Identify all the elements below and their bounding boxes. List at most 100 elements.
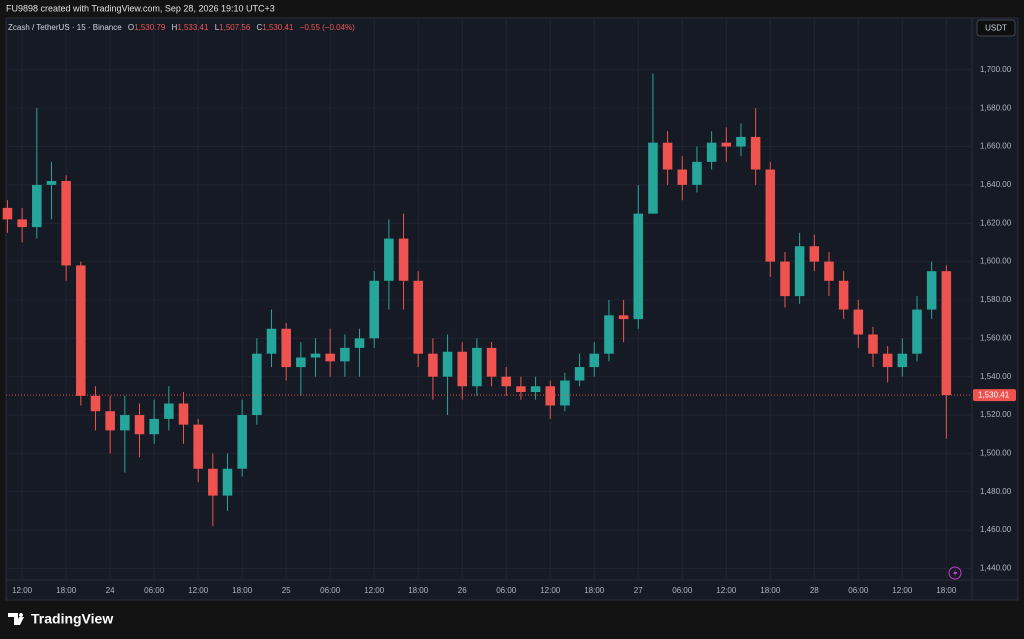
x-tick-label: 12:00: [892, 586, 913, 595]
candle-body: [662, 142, 673, 170]
x-tick-label: 12:00: [716, 586, 737, 595]
candle-body: [838, 280, 849, 310]
x-tick-label: 06:00: [144, 586, 165, 595]
alert-icon-circle[interactable]: [948, 566, 962, 580]
candle-body: [413, 280, 423, 354]
candle-body: [296, 357, 306, 368]
candle-body: [736, 136, 746, 147]
candle-body: [706, 142, 717, 162]
x-tick-label: 18:00: [56, 586, 77, 595]
y-tick-label: 1,500.00: [980, 449, 1012, 458]
y-tick-label: 1,580.00: [980, 295, 1012, 304]
x-tick-label: 27: [634, 586, 643, 595]
candle-body: [809, 246, 820, 262]
candle-body: [516, 386, 526, 393]
candle-body: [897, 353, 908, 368]
y-tick-label: 1,640.00: [980, 180, 1012, 189]
legend-h-label: H: [172, 23, 178, 32]
brand-logo[interactable]: [8, 613, 24, 625]
legend-symbol: Zcash / TetherUS · 15 · Binance: [8, 23, 122, 32]
candle-body: [369, 280, 379, 339]
candle-body: [76, 265, 86, 396]
brand[interactable]: TradingView: [8, 611, 113, 627]
alert-icon-bolt[interactable]: [953, 569, 958, 578]
x-tick-label: 18:00: [936, 586, 957, 595]
candle-body: [574, 367, 585, 381]
candle-body: [354, 338, 365, 348]
x-tick-label: 12:00: [540, 586, 561, 595]
candle-body: [589, 353, 600, 368]
y-tick-label: 1,460.00: [980, 525, 1012, 534]
candle-body: [750, 136, 761, 170]
y-tick-label: 1,620.00: [980, 218, 1012, 227]
legend-o-label: O: [128, 23, 134, 32]
y-tick-label: 1,680.00: [980, 103, 1012, 112]
currency-label[interactable]: USDT: [985, 24, 1007, 33]
candle-body: [428, 353, 438, 377]
candle-body: [721, 142, 732, 147]
caption: FU9898 created with TradingView.com, Sep…: [6, 3, 275, 13]
legend-l-label: L: [215, 23, 220, 32]
candle-body: [560, 380, 570, 406]
legend-low: 1,507.56: [219, 23, 251, 32]
candle-body: [486, 347, 497, 377]
x-tick-label: 24: [106, 586, 115, 595]
candle-body: [384, 238, 394, 281]
legend-high: 1,533.41: [177, 23, 209, 32]
candle-body: [149, 418, 159, 435]
x-tick-label: 26: [458, 586, 467, 595]
candle-body: [340, 347, 350, 362]
x-tick-label: 18:00: [760, 586, 781, 595]
candle-body: [868, 334, 878, 354]
candle-body: [266, 328, 277, 354]
candle-body: [178, 403, 189, 425]
legend-change: −0.55 (−0.04%): [300, 23, 355, 32]
candle-body: [633, 213, 644, 320]
legend-open: 1,530.79: [134, 23, 166, 32]
x-tick-label: 12:00: [188, 586, 209, 595]
last-price-label: 1,530.41: [978, 391, 1010, 400]
x-tick-label: 12:00: [364, 586, 385, 595]
candle-body: [105, 411, 115, 431]
x-tick-label: 28: [810, 586, 819, 595]
candle-body: [765, 169, 776, 262]
x-tick-label: 06:00: [848, 586, 869, 595]
candle-body: [648, 142, 658, 214]
candle-body: [794, 246, 805, 297]
currency-button-box[interactable]: [976, 19, 1016, 37]
candle-body: [193, 424, 203, 469]
legend-close: 1,530.41: [262, 23, 294, 32]
candle-body: [61, 181, 71, 266]
candle-body: [32, 184, 42, 228]
candle-body: [442, 351, 453, 377]
alert-icon[interactable]: [948, 566, 962, 580]
y-tick-label: 1,660.00: [980, 142, 1012, 151]
y-tick-label: 1,480.00: [980, 487, 1012, 496]
candle-body: [545, 386, 556, 406]
candle-body: [780, 261, 790, 297]
candle-body: [457, 351, 467, 387]
y-tick-label: 1,540.00: [980, 372, 1012, 381]
last-price-tag: [973, 389, 1016, 402]
x-tick-label: 25: [282, 586, 291, 595]
candle-body: [472, 347, 482, 387]
candle-body: [926, 271, 937, 310]
candle-body: [208, 468, 218, 496]
candle-body: [501, 376, 512, 387]
candle-body: [912, 309, 922, 354]
candle-body: [90, 395, 101, 412]
legend: Zcash / TetherUS · 15 · Binance O1,530.7…: [8, 23, 355, 32]
candle-body: [222, 468, 233, 496]
candle-body: [853, 309, 864, 335]
currency-button[interactable]: USDT: [976, 19, 1016, 37]
brand-name[interactable]: TradingView: [31, 611, 113, 627]
y-tick-label: 1,700.00: [980, 65, 1012, 74]
candle-body: [17, 219, 27, 228]
plot: 1,440.00 1,460.00 1,480.00 1,500.00 1,520.00…: [2, 18, 1016, 595]
candle-body: [604, 315, 614, 354]
y-tick-label: 1,560.00: [980, 333, 1012, 342]
x-tick-label: 06:00: [320, 586, 341, 595]
chart-frame: [5, 17, 1019, 601]
y-tick-label: 1,600.00: [980, 257, 1012, 266]
